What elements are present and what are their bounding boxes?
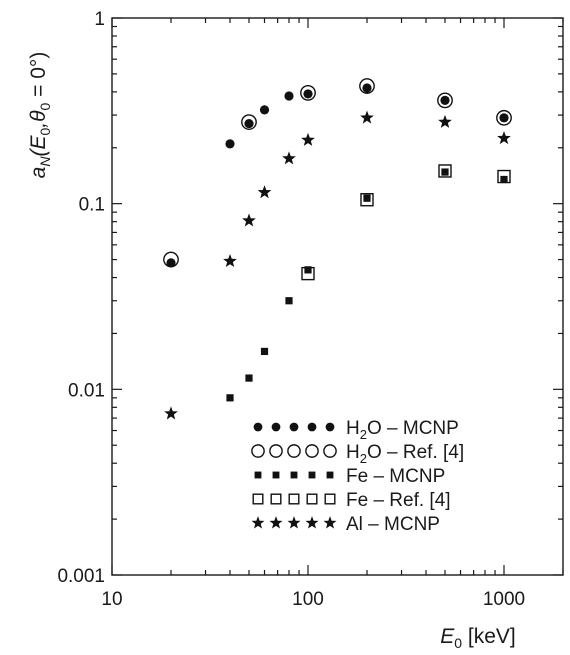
legend-marker-fe-mcnp [308, 471, 316, 479]
legend-label-fe-mcnp: Fe – MCNP [346, 466, 445, 487]
y-axis-label-energy: (E [27, 135, 50, 157]
legend-marker-fe-mcnp [254, 471, 262, 479]
legend-marker-al-mcnp [251, 516, 265, 529]
legend-marker-al-mcnp [269, 516, 283, 529]
plot-frame [111, 17, 564, 576]
x-axis-ticks: 10 100 1000 [101, 18, 564, 610]
legend-item-al-mcnp: Al – MCNP [251, 514, 440, 535]
data-point-fe-mcnp [363, 194, 371, 202]
data-point-h2o-ref [359, 78, 375, 94]
y-axis-label-symbol: a [27, 167, 50, 179]
legend-marker-fe-mcnp [272, 471, 280, 479]
data-point-h2o-mcnp [499, 113, 509, 123]
data-points [163, 78, 512, 420]
data-point-fe-mcnp [245, 374, 253, 382]
data-point-fe-mcnp [500, 175, 508, 184]
data-point-h2o-ref [496, 109, 512, 126]
legend-marker-fe-mcnp [290, 471, 298, 479]
legend-marker-fe-ref [270, 493, 282, 505]
data-point-al-mcnp [360, 110, 374, 124]
series-h2o-ref [163, 78, 512, 268]
y-axis-label-subscript-e0: 0 [37, 128, 53, 136]
legend-label-h2o-mcnp: H2O – MCNP [346, 418, 459, 442]
y-axis-label-subscript-theta0: 0 [37, 102, 53, 110]
data-point-h2o-mcnp [284, 91, 294, 101]
series-al-mcnp [164, 110, 511, 420]
data-point-fe-mcnp [441, 168, 449, 176]
y-axis-label-subscript-n: N [37, 156, 53, 167]
legend-marker-h2o-ref [323, 444, 337, 458]
data-point-al-mcnp [223, 253, 237, 268]
data-point-al-mcnp [257, 185, 272, 199]
data-point-al-mcnp [242, 213, 256, 227]
series-h2o-mcnp [166, 83, 509, 268]
legend-item-h2o-mcnp: H2O – MCNP [253, 418, 459, 442]
legend-marker-fe-ref [324, 493, 336, 505]
data-point-h2o-ref [241, 114, 257, 130]
x-axis-label-subscript: 0 [454, 635, 462, 651]
data-point-h2o-mcnp [225, 139, 235, 149]
plot-border [111, 17, 564, 576]
data-point-fe-mcnp [226, 394, 234, 402]
y-axis-label-value: = 0°) [27, 52, 50, 103]
x-tick-label: 1000 [483, 589, 525, 610]
legend-marker-al-mcnp [305, 516, 319, 529]
legend-marker-h2o-ref [287, 444, 301, 458]
x-axis-label: E0 [keV] [440, 625, 516, 651]
data-point-fe-ref [360, 193, 374, 207]
legend-marker-fe-ref [252, 493, 264, 505]
y-axis-label: aN(E0,θ0 = 0°) [27, 52, 53, 179]
legend-marker-h2o-mcnp [289, 422, 299, 432]
y-tick-label: 0.1 [79, 195, 105, 216]
data-point-al-mcnp [282, 151, 296, 165]
legend-item-fe-mcnp: Fe – MCNP [254, 466, 445, 487]
legend-marker-h2o-ref [251, 444, 265, 458]
data-point-h2o-mcnp [440, 95, 450, 105]
x-axis-label-unit: [keV] [462, 625, 516, 648]
y-tick-label: 0.01 [68, 380, 105, 401]
legend-marker-fe-mcnp [326, 471, 334, 479]
legend-marker-h2o-mcnp [271, 422, 281, 432]
legend-marker-fe-ref [288, 493, 300, 505]
legend-label-fe-ref: Fe – Ref. [4] [346, 490, 451, 511]
legend-marker-h2o-mcnp [325, 422, 335, 432]
y-axis-ticks: 0.001 0.01 0.1 1 [57, 9, 563, 587]
series-fe-mcnp [226, 168, 508, 402]
data-point-h2o-mcnp [303, 89, 313, 99]
legend-marker-h2o-ref [269, 444, 283, 458]
legend-item-fe-ref: Fe – Ref. [4] [252, 490, 451, 511]
legend-marker-h2o-ref [305, 444, 319, 458]
legend-label-al-mcnp: Al – MCNP [346, 514, 440, 535]
data-point-al-mcnp [164, 406, 178, 420]
legend-marker-h2o-mcnp [307, 422, 317, 432]
data-point-fe-mcnp [304, 266, 312, 274]
legend-marker-h2o-mcnp [253, 422, 263, 432]
data-point-al-mcnp [301, 132, 315, 146]
legend-label-h2o-ref: H2O – Ref. [4] [346, 442, 464, 466]
data-point-al-mcnp [438, 114, 452, 128]
legend-marker-fe-ref [306, 493, 318, 505]
data-point-h2o-ref [300, 84, 316, 101]
data-point-h2o-mcnp [166, 258, 176, 268]
data-point-fe-ref [438, 164, 452, 178]
data-point-al-mcnp [497, 131, 511, 145]
data-point-h2o-mcnp [244, 118, 254, 129]
legend-marker-al-mcnp [323, 516, 337, 529]
legend-marker-al-mcnp [287, 516, 301, 529]
x-axis-label-symbol: E [440, 625, 455, 648]
data-point-fe-mcnp [260, 347, 269, 356]
data-point-h2o-mcnp [362, 83, 372, 93]
y-tick-label: 0.001 [57, 566, 105, 587]
y-tick-label: 1 [94, 9, 105, 30]
series-fe-ref [301, 164, 511, 281]
legend-item-h2o-ref: H2O – Ref. [4] [251, 442, 464, 466]
y-axis-label-angle: ,θ [27, 110, 50, 128]
data-point-h2o-mcnp [259, 105, 270, 115]
data-point-fe-mcnp [285, 297, 293, 305]
data-point-h2o-ref [437, 92, 453, 109]
x-tick-label: 100 [292, 589, 324, 610]
x-tick-label: 10 [101, 589, 122, 610]
